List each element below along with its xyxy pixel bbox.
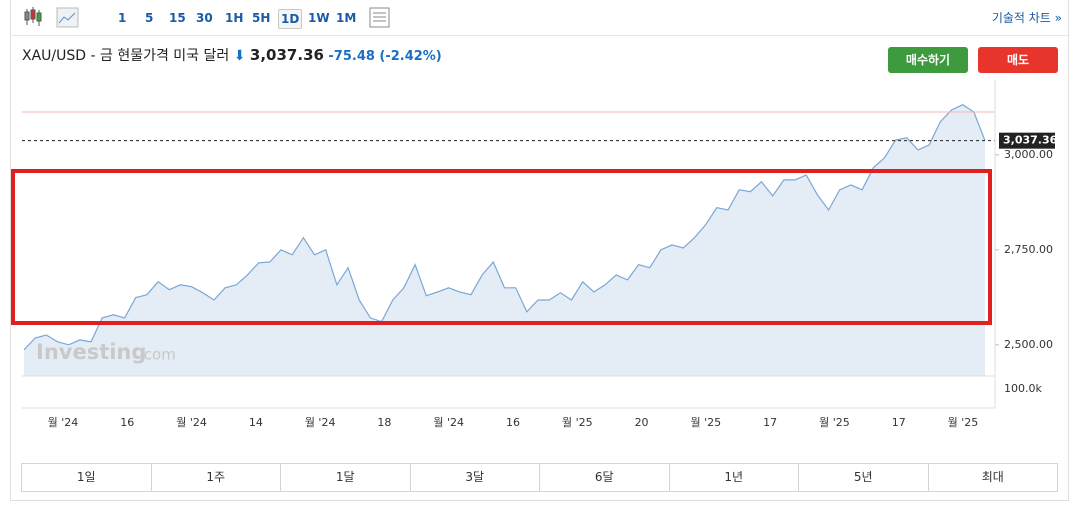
- interval-button[interactable]: 5H: [252, 11, 271, 25]
- sell-button[interactable]: 매도: [978, 47, 1058, 73]
- layout-icon[interactable]: [368, 6, 392, 30]
- change: -75.48: [328, 49, 375, 64]
- interval-button[interactable]: 1W: [308, 11, 330, 25]
- interval-button[interactable]: 1: [118, 11, 127, 25]
- toolbar: 1 5 15 30 1H 5H 1D 1W 1M 기술적 차트 »: [10, 0, 1070, 36]
- down-arrow: ⬇: [233, 48, 246, 64]
- quote-header: XAU/USD - 금 현물가격 미국 달러 ⬇ 3,037.36 -75.48…: [22, 45, 442, 65]
- range-bar: 1일 1주 1달 3달 6달 1년 5년 최대: [21, 463, 1058, 492]
- interval-button[interactable]: 1M: [336, 11, 357, 25]
- interval-button[interactable]: 1H: [225, 11, 244, 25]
- technical-chart-link[interactable]: 기술적 차트 »: [991, 11, 1062, 25]
- interval-button[interactable]: 1D: [278, 9, 303, 29]
- symbol: XAU/USD - 금 현물가격 미국 달러: [22, 48, 230, 64]
- range-button[interactable]: 6달: [539, 464, 669, 491]
- range-button[interactable]: 1달: [280, 464, 410, 491]
- range-button[interactable]: 5년: [798, 464, 928, 491]
- candle-icon[interactable]: [22, 0, 52, 35]
- area-icon[interactable]: [56, 6, 80, 30]
- interval-button[interactable]: 15: [169, 11, 186, 25]
- range-button[interactable]: 3달: [409, 464, 540, 491]
- change-pct: (-2.42%): [379, 49, 442, 64]
- range-button[interactable]: 1일: [76, 470, 96, 484]
- range-button[interactable]: 최대: [927, 464, 1058, 491]
- widget-frame: [10, 0, 1069, 501]
- price: 3,037.36: [249, 46, 324, 64]
- buy-button[interactable]: 매수하기: [888, 47, 968, 73]
- interval-button[interactable]: 30: [196, 11, 213, 25]
- range-button[interactable]: 1주: [150, 464, 281, 491]
- range-button[interactable]: 1년: [668, 464, 799, 491]
- interval-button[interactable]: 5: [145, 11, 154, 25]
